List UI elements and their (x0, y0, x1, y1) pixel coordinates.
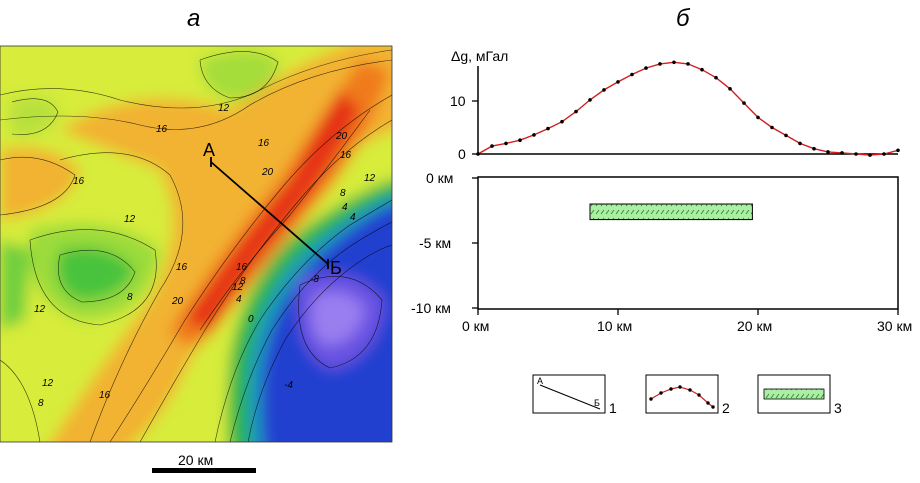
profile-point (812, 146, 816, 151)
profile-point (840, 151, 844, 155)
contour-label: 12 (124, 214, 136, 225)
profile-point (798, 141, 802, 146)
depth-label: -10 км (411, 300, 451, 316)
contour-label: 16 (176, 262, 188, 273)
profile-point (546, 126, 550, 131)
distance-label: 0 км (462, 318, 489, 334)
profile-point (714, 75, 718, 80)
profile-curve (477, 61, 899, 156)
profile-start-label: А (203, 140, 215, 160)
profile-ylabel: Δg, мГал (451, 48, 508, 64)
contour-label: -4 (284, 380, 293, 391)
contour-label: 8 (240, 276, 246, 287)
contour-label: 12 (42, 378, 54, 389)
contour-label: 8 (127, 292, 133, 303)
contour-label: 16 (73, 176, 85, 187)
profile-point (882, 152, 886, 156)
contour-label: 8 (340, 188, 346, 199)
legend-mini-start: А (537, 376, 543, 386)
profile-point (742, 101, 746, 105)
map-frame (0, 45, 393, 443)
contour-label: 4 (342, 202, 348, 213)
distance-label: 30 км (877, 318, 912, 334)
profile-point (728, 87, 732, 91)
profile-ytick-label: 10 (450, 93, 466, 109)
legend-number: 1 (609, 400, 617, 416)
contour-label: 16 (340, 150, 352, 161)
contour-label: 16 (236, 262, 248, 273)
profile-point (504, 141, 508, 146)
panel-label-b: б (676, 5, 691, 32)
legend-item-profile-curve: 2 (645, 374, 730, 416)
depth-section: 0 км -5 км -10 км 0 км 10 км 20 км 30 км (411, 170, 912, 334)
profile-point (658, 62, 662, 66)
profile-point (574, 109, 578, 114)
contour-label: 20 (171, 296, 184, 307)
contour-label: 16 (156, 124, 168, 135)
depth-label: 0 км (426, 170, 453, 186)
profile-point (602, 88, 606, 92)
contour-label: 16 (99, 390, 111, 401)
profile-point (644, 66, 648, 70)
profile-points (476, 60, 900, 157)
contour-label: 0 (248, 314, 254, 325)
contour-label: 8 (38, 398, 44, 409)
contour-label: 20 (261, 167, 274, 178)
distance-label: 20 км (737, 318, 772, 334)
profile-point (616, 80, 620, 84)
profile-point (672, 60, 676, 65)
profile-point (896, 148, 900, 153)
profile-point (686, 62, 690, 66)
contour-label: 12 (232, 282, 244, 293)
gravity-anomaly-map: 12 16 16 20 16 20 16 12 8 4 4 16 16 20 8… (0, 46, 392, 442)
distance-label: 10 км (597, 318, 632, 334)
contour-label: 4 (236, 294, 242, 305)
depth-label: -5 км (419, 235, 451, 251)
profile-point (518, 138, 522, 142)
profile-point (630, 72, 634, 77)
contour-label: -8 (310, 274, 319, 285)
profile-point (532, 133, 536, 137)
profile-point (784, 133, 788, 138)
profile-point (700, 67, 704, 72)
legend-item-body: 3 (757, 374, 842, 416)
legend-number: 2 (722, 400, 730, 416)
legend-item-profile-line: А Б 1 (532, 374, 617, 416)
contour-labels: 12 16 16 20 16 20 16 12 8 4 4 16 16 20 8… (34, 103, 376, 409)
profile-point (826, 150, 830, 154)
profile-point (868, 153, 872, 157)
scale-bar-label: 20 км (178, 452, 213, 468)
profile-point (490, 144, 494, 148)
profile-point (854, 152, 858, 156)
scale-bar (152, 468, 256, 473)
legend-number: 3 (834, 400, 842, 416)
profile-end-label: Б (330, 258, 342, 278)
anomalous-body (589, 203, 753, 221)
contour-label: 12 (218, 103, 230, 114)
contour-label: 16 (258, 138, 270, 149)
profile-ytick-label: 0 (458, 146, 466, 162)
gravity-profile-chart: Δg, мГал 0 10 (450, 48, 900, 162)
profile-point (588, 98, 592, 102)
profile-point (770, 125, 774, 130)
profile-point (560, 119, 564, 124)
legend: А Б 1 2 3 (532, 374, 842, 416)
profile-line (210, 157, 329, 269)
contour-label: 12 (34, 304, 46, 315)
profile-point (756, 115, 760, 120)
legend-mini-end: Б (594, 398, 600, 408)
contour-label: 4 (350, 212, 356, 223)
contour-label: 12 (364, 173, 376, 184)
section-frame (477, 176, 899, 310)
panel-label-a: а (187, 5, 200, 32)
profile-point (476, 152, 480, 156)
contour-label: 20 (335, 131, 348, 142)
